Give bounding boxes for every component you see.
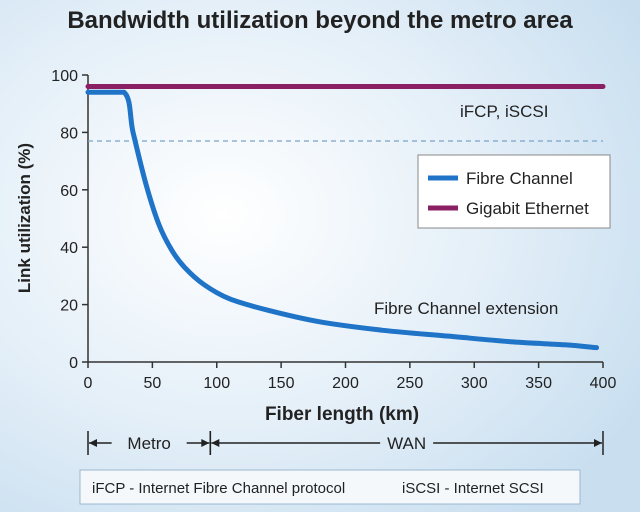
x-tick-label: 50 (143, 375, 161, 392)
legend-label-fibre-channel: Fibre Channel (466, 169, 573, 188)
range-arrowhead (594, 439, 602, 447)
y-tick-label: 60 (60, 183, 78, 200)
range-wan: WAN (209, 431, 604, 455)
range-indicators: Metro WAN (87, 431, 604, 455)
x-tick-label: 350 (525, 375, 552, 392)
y-tick-label: 40 (60, 240, 78, 257)
x-tick-label: 300 (461, 375, 488, 392)
range-arrowhead (89, 439, 97, 447)
x-tick-label: 250 (397, 375, 424, 392)
legend-label-gigabit-ethernet: Gigabit Ethernet (466, 199, 589, 218)
annotation-fc-label: Fibre Channel extension (374, 299, 558, 318)
y-tick-label: 20 (60, 298, 78, 315)
y-tick-label: 100 (51, 68, 78, 85)
y-axis-label: Link utilization (%) (15, 143, 34, 293)
x-tick-label: 0 (84, 375, 93, 392)
footnote-box (79, 469, 581, 505)
range-label: WAN (387, 434, 426, 453)
footnote: iFCP - Internet Fibre Channel protocol i… (79, 469, 581, 505)
footnote-iscsi: iSCSI - Internet SCSI (402, 480, 544, 497)
x-tick-label: 100 (203, 375, 230, 392)
y-tick-label: 80 (60, 125, 78, 142)
y-tick-label: 0 (69, 355, 78, 372)
footnote-ifcp: iFCP - Internet Fibre Channel protocol (92, 480, 345, 497)
x-tick-label: 150 (268, 375, 295, 392)
legend: Fibre Channel Gigabit Ethernet (417, 154, 611, 229)
plot-area: 0 20 40 60 80 100 0 50 100 150 200 250 300 350 400 (51, 68, 616, 392)
x-tick-label: 200 (332, 375, 359, 392)
x-axis-label: Fiber length (km) (265, 404, 419, 425)
x-tick-label: 400 (590, 375, 617, 392)
series-line-fibre-channel (85, 89, 600, 351)
annotation-ge-label: iFCP, iSCSI (460, 102, 549, 121)
range-label: Metro (127, 434, 170, 453)
legend-box (417, 154, 611, 229)
range-arrowhead (201, 439, 210, 447)
range-arrowhead (211, 439, 220, 447)
chart-title: Bandwidth utilization beyond the metro a… (67, 7, 573, 34)
